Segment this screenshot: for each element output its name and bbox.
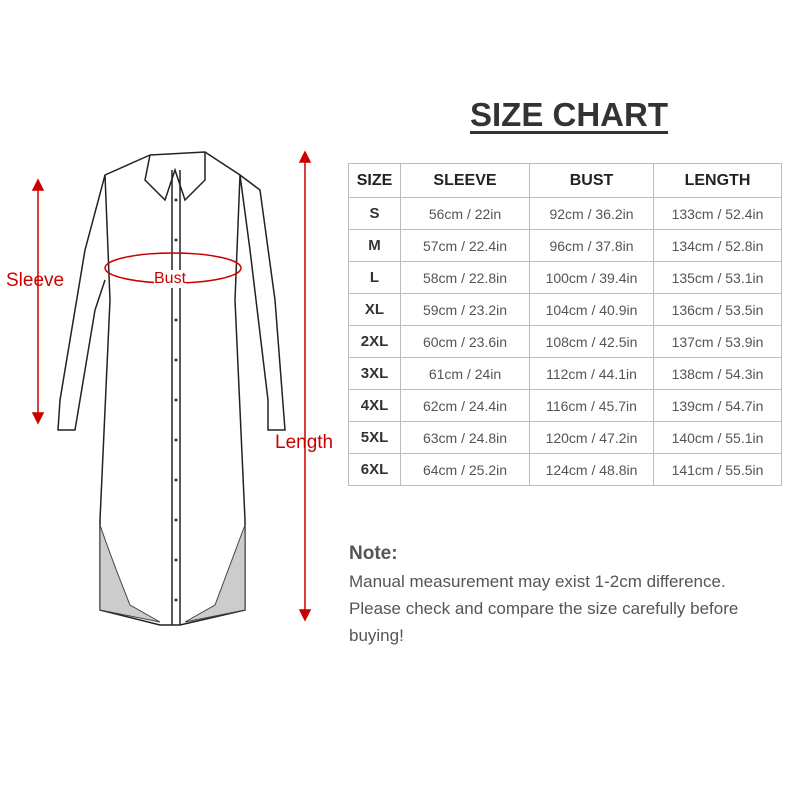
- cell-size: L: [348, 261, 401, 294]
- cell-length: 140cm / 55.1in: [653, 421, 782, 454]
- bust-label: Bust: [154, 270, 187, 288]
- note-title: Note:: [349, 543, 398, 564]
- cell-bust: 104cm / 40.9in: [529, 293, 654, 326]
- cell-sleeve: 59cm / 23.2in: [400, 293, 530, 326]
- cell-length: 135cm / 53.1in: [653, 261, 782, 294]
- size-table: SIZE SLEEVE BUST LENGTH S 56cm / 22in 92cm…: [348, 163, 782, 486]
- page-title: SIZE CHART: [470, 96, 668, 133]
- cell-size: 5XL: [348, 421, 401, 454]
- table-row: 3XL 61cm / 24in 112cm / 44.1in 138cm / 54.3…: [348, 357, 782, 390]
- cell-bust: 100cm / 39.4in: [529, 261, 654, 294]
- cell-sleeve: 57cm / 22.4in: [400, 229, 530, 262]
- note-line: Please check and compare the size carefu…: [349, 599, 739, 618]
- note-line: Manual measurement may exist 1-2cm diffe…: [349, 572, 726, 591]
- table-row: S 56cm / 22in 92cm / 36.2in 133cm / 52.4in: [348, 197, 782, 230]
- table-header-row: SIZE SLEEVE BUST LENGTH: [348, 163, 782, 198]
- header-size: SIZE: [348, 163, 401, 198]
- length-label: Length: [275, 432, 334, 453]
- cell-sleeve: 58cm / 22.8in: [400, 261, 530, 294]
- cell-length: 134cm / 52.8in: [653, 229, 782, 262]
- cell-bust: 96cm / 37.8in: [529, 229, 654, 262]
- cell-sleeve: 63cm / 24.8in: [400, 421, 530, 454]
- sleeve-label: Sleeve: [6, 270, 65, 291]
- cell-bust: 116cm / 45.7in: [529, 389, 654, 422]
- table-row: 6XL 64cm / 25.2in 124cm / 48.8in 141cm / 55…: [348, 453, 782, 486]
- cell-bust: 108cm / 42.5in: [529, 325, 654, 358]
- cell-bust: 120cm / 47.2in: [529, 421, 654, 454]
- cell-length: 138cm / 54.3in: [653, 357, 782, 390]
- table-row: 4XL 62cm / 24.4in 116cm / 45.7in 139cm / 54…: [348, 389, 782, 422]
- cell-bust: 124cm / 48.8in: [529, 453, 654, 486]
- table-row: M 57cm / 22.4in 96cm / 37.8in 134cm / 52.8i…: [348, 229, 782, 262]
- table-row: L 58cm / 22.8in 100cm / 39.4in 135cm / 53.1…: [348, 261, 782, 294]
- table-row: 5XL 63cm / 24.8in 120cm / 47.2in 140cm / 55…: [348, 421, 782, 454]
- shirt-dress-illustration: [31, 150, 312, 626]
- cell-size: 2XL: [348, 325, 401, 358]
- cell-size: S: [348, 197, 401, 230]
- cell-sleeve: 62cm / 24.4in: [400, 389, 530, 422]
- cell-sleeve: 61cm / 24in: [400, 357, 530, 390]
- cell-sleeve: 60cm / 23.6in: [400, 325, 530, 358]
- cell-size: 6XL: [348, 453, 401, 486]
- cell-length: 133cm / 52.4in: [653, 197, 782, 230]
- button-dots: [174, 198, 178, 602]
- header-length: LENGTH: [653, 163, 782, 198]
- cell-length: 141cm / 55.5in: [653, 453, 782, 486]
- cell-length: 137cm / 53.9in: [653, 325, 782, 358]
- cell-size: 4XL: [348, 389, 401, 422]
- cell-size: XL: [348, 293, 401, 326]
- cell-length: 136cm / 53.5in: [653, 293, 782, 326]
- table-row: 2XL 60cm / 23.6in 108cm / 42.5in 137cm / 53…: [348, 325, 782, 358]
- header-sleeve: SLEEVE: [400, 163, 530, 198]
- cell-bust: 112cm / 44.1in: [529, 357, 654, 390]
- cell-size: M: [348, 229, 401, 262]
- header-bust: BUST: [529, 163, 654, 198]
- table-row: XL 59cm / 23.2in 104cm / 40.9in 136cm / 53.…: [348, 293, 782, 326]
- cell-sleeve: 56cm / 22in: [400, 197, 530, 230]
- cell-length: 139cm / 54.7in: [653, 389, 782, 422]
- cell-sleeve: 64cm / 25.2in: [400, 453, 530, 486]
- note-line: buying!: [349, 626, 404, 645]
- cell-size: 3XL: [348, 357, 401, 390]
- cell-bust: 92cm / 36.2in: [529, 197, 654, 230]
